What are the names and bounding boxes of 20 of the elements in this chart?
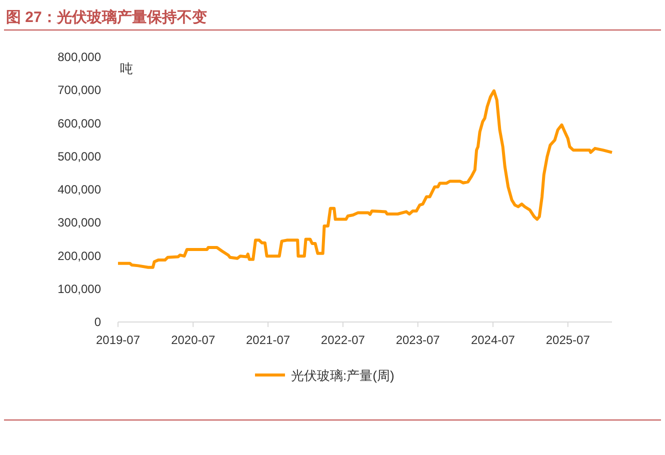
y-tick-label: 500,000: [58, 149, 102, 164]
y-tick-label: 100,000: [58, 282, 102, 296]
title: 图 27：光伏玻璃产量保持不变: [6, 9, 207, 26]
x-tick-label: 2021-07: [246, 333, 290, 347]
y-tick-label: 400,000: [58, 182, 102, 196]
x-tick-label: 2024-07: [470, 333, 516, 347]
y-axis-title: 吨: [120, 61, 133, 76]
x-tick-label: 2022-07: [320, 333, 366, 347]
y-tick-label: 700,000: [58, 83, 102, 98]
y-tick-label: 600,000: [58, 116, 102, 130]
x-tick-label: 2025-07: [546, 333, 590, 347]
legend-label: 光伏玻璃:产量(周): [291, 368, 394, 383]
legend: 光伏玻璃:产量(周): [255, 368, 394, 383]
x-tick-label: 2023-07: [396, 333, 440, 347]
y-tick-label: 800,000: [58, 50, 102, 64]
x-tick-label: 2019-07: [96, 333, 140, 347]
y-tick-label: 200,000: [58, 248, 102, 263]
y-tick-label: 0: [94, 315, 102, 329]
x-tick-label: 2020-07: [171, 333, 216, 347]
y-tick-label: 300,000: [58, 216, 102, 230]
